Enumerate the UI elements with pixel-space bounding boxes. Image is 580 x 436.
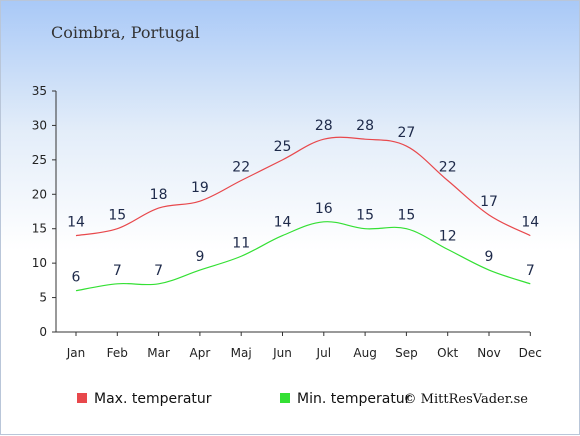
x-tick-label: Jan	[66, 346, 86, 360]
axes	[55, 91, 530, 333]
y-tick-label: 35	[32, 84, 47, 98]
data-label-min: 15	[356, 208, 374, 224]
data-label-min: 9	[485, 249, 494, 265]
x-tick-label: Apr	[190, 346, 211, 360]
y-tick-label: 20	[32, 187, 47, 201]
data-label-min: 7	[526, 263, 535, 279]
y-tick-label: 30	[32, 118, 47, 132]
x-tick-label: Maj	[231, 346, 252, 360]
data-label-max: 27	[397, 125, 415, 141]
data-label-max: 14	[521, 215, 539, 231]
legend-swatch-max	[77, 393, 87, 403]
data-labels: 14 15 18 19 22 25 28 28 27 22 17 14 6 7 7 9 11 14 16 15 15 12…	[67, 118, 539, 285]
legend: Max. temperatur Min. temperatur	[77, 391, 411, 407]
data-label-max: 18	[150, 187, 168, 203]
x-tick-label: Jun	[272, 346, 292, 360]
x-tick-label: Sep	[395, 346, 418, 360]
data-label-min: 7	[113, 263, 122, 279]
data-label-max: 28	[315, 118, 333, 134]
series-lines	[75, 136, 531, 292]
data-label-min: 6	[72, 270, 81, 286]
data-label-min: 12	[439, 228, 457, 244]
data-label-min: 7	[154, 263, 163, 279]
y-tick-label: 15	[32, 222, 47, 236]
data-label-min: 16	[315, 201, 333, 217]
copyright-text: © MittResVader.se	[404, 392, 529, 407]
y-tick-label: 0	[39, 325, 47, 339]
x-tick-label: Mar	[147, 346, 170, 360]
data-label-max: 22	[232, 160, 250, 176]
x-tick-label: Dec	[519, 346, 542, 360]
chart-title: Coimbra, Portugal	[51, 23, 200, 42]
x-ticks: Jan Feb Mar Apr Maj Jun Jul Aug Sep Okt Nov Dec	[66, 332, 542, 360]
legend-label-min: Min. temperatur	[297, 391, 411, 407]
data-label-min: 14	[274, 215, 292, 231]
data-label-max: 17	[480, 194, 498, 210]
x-tick-label: Nov	[477, 346, 500, 360]
data-label-max: 15	[108, 208, 126, 224]
legend-swatch-min	[280, 393, 290, 403]
legend-label-max: Max. temperatur	[94, 391, 212, 407]
y-tick-label: 5	[39, 291, 47, 305]
data-label-max: 28	[356, 118, 374, 134]
series-line-max	[75, 136, 531, 237]
y-tick-label: 10	[32, 256, 47, 270]
x-tick-label: Okt	[437, 346, 458, 360]
data-label-min: 11	[232, 235, 250, 251]
y-tick-label: 25	[32, 153, 47, 167]
y-ticks: 0 5 10 15 20 25 30 35	[32, 84, 56, 339]
data-label-max: 22	[439, 160, 457, 176]
x-tick-label: Jul	[316, 346, 331, 360]
series-line-min	[75, 221, 531, 292]
x-tick-label: Aug	[353, 346, 376, 360]
x-tick-label: Feb	[107, 346, 128, 360]
data-label-max: 14	[67, 215, 85, 231]
data-label-max: 25	[274, 139, 292, 155]
data-label-min: 9	[195, 249, 204, 265]
data-label-min: 15	[397, 208, 415, 224]
data-label-max: 19	[191, 180, 209, 196]
